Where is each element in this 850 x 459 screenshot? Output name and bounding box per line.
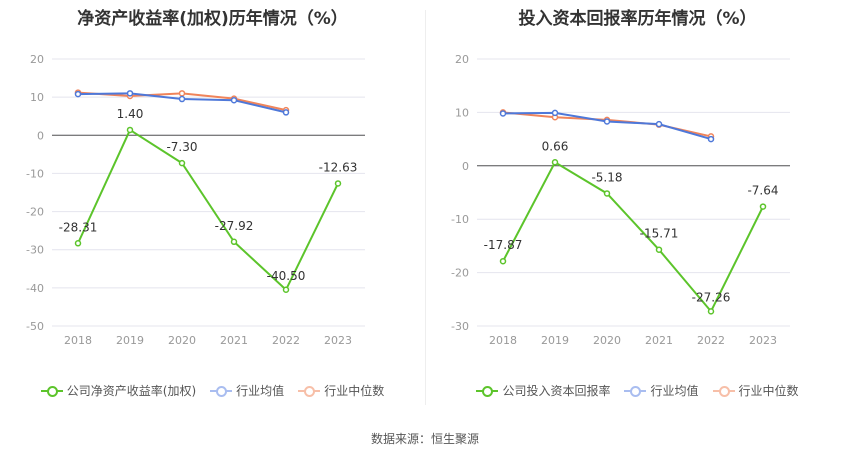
data-label: -7.30	[166, 140, 197, 154]
data-point-median[interactable]	[178, 90, 186, 97]
legend-label: 行业中位数	[324, 384, 385, 398]
chart-title: 净资产收益率(加权)历年情况（%）	[77, 9, 348, 29]
x-tick-label: 2023	[749, 334, 777, 347]
data-point-avg[interactable]	[655, 120, 663, 128]
data-point-company[interactable]	[282, 286, 290, 294]
legend-label: 公司投入资本回报率	[502, 384, 611, 398]
legend-label: 公司净资产收益率(加权)	[66, 384, 197, 398]
y-tick-label: 0	[37, 129, 44, 142]
y-tick-label: -10	[451, 213, 469, 226]
data-point-company[interactable]	[74, 240, 82, 247]
chart-legend: 公司净资产收益率(加权) 行业均值 行业中位数	[0, 382, 425, 399]
chart-panel-roe: 净资产收益率(加权)历年情况（%） 20 10 0 -10 -20 -30 -40 -50 20…	[0, 0, 425, 410]
data-label: -28.31	[59, 220, 98, 234]
legend-line-icon	[712, 384, 735, 398]
data-point-company[interactable]	[178, 159, 186, 167]
series-line-company	[77, 128, 339, 292]
y-tick-label: -50	[26, 320, 44, 333]
data-label: -40.50	[267, 269, 306, 283]
data-label: -7.64	[747, 184, 778, 198]
data-label: -5.18	[591, 170, 622, 184]
legend-item-avg[interactable]: 行业均值	[624, 382, 699, 399]
y-tick-label: 20	[455, 53, 469, 66]
y-tick-label: -10	[26, 167, 44, 180]
x-tick-label: 2021	[220, 334, 248, 347]
data-point-avg[interactable]	[126, 90, 134, 97]
x-tick-label: 2023	[324, 334, 352, 347]
x-tick-label: 2019	[116, 334, 144, 347]
x-tick-label: 2020	[593, 334, 621, 347]
roe-line-chart: 20 10 0 -10 -20 -30 -40 -50 2018 2019 2020 2021 2022…	[26, 53, 365, 347]
y-tick-label: -20	[26, 206, 44, 219]
chart-legend: 公司投入资本回报率 行业均值 行业中位数	[425, 382, 850, 399]
data-label: -27.26	[692, 290, 731, 304]
y-tick-label: 10	[30, 91, 44, 104]
data-point-company[interactable]	[603, 190, 611, 197]
data-label: -15.71	[640, 227, 679, 241]
data-label: -12.63	[319, 160, 358, 174]
legend-line-icon	[210, 384, 233, 398]
data-point-avg[interactable]	[499, 110, 507, 117]
legend-item-median[interactable]: 行业中位数	[298, 382, 384, 399]
y-tick-label: -20	[451, 267, 469, 280]
chart-panel-roic: 投入资本回报率历年情况（%） 20 10 0 -10 -20 -30 2018 2019 202…	[425, 0, 850, 410]
data-point-avg[interactable]	[707, 135, 715, 143]
legend-item-avg[interactable]: 行业均值	[210, 382, 284, 399]
x-tick-label: 2022	[272, 334, 300, 347]
data-point-avg[interactable]	[551, 109, 559, 117]
x-tick-label: 2018	[489, 334, 517, 347]
legend-line-icon	[476, 384, 499, 398]
x-tick-label: 2022	[697, 334, 725, 347]
data-point-company[interactable]	[230, 238, 238, 246]
legend-line-icon	[40, 384, 63, 398]
legend-item-company[interactable]: 公司投入资本回报率	[476, 382, 610, 399]
x-tick-label: 2020	[168, 334, 196, 347]
y-tick-label: -40	[26, 282, 44, 295]
y-tick-label: 0	[462, 160, 469, 173]
data-label: 1.40	[117, 107, 144, 121]
data-point-company[interactable]	[655, 246, 663, 253]
legend-line-icon	[624, 384, 647, 398]
y-tick-label: -30	[451, 320, 469, 333]
data-label: -27.92	[215, 219, 254, 233]
data-point-avg[interactable]	[603, 118, 611, 125]
panel-divider	[425, 10, 426, 405]
x-tick-label: 2021	[645, 334, 673, 347]
data-point-avg[interactable]	[74, 90, 82, 98]
data-point-avg[interactable]	[178, 95, 186, 103]
legend-label: 行业均值	[236, 384, 285, 398]
legend-label: 行业均值	[650, 384, 699, 398]
x-tick-label: 2018	[64, 334, 92, 347]
legend-label: 行业中位数	[738, 384, 799, 398]
x-tick-label: 2019	[541, 334, 569, 347]
data-point-company[interactable]	[707, 308, 715, 315]
chart-title: 投入资本回报率历年情况（%）	[518, 9, 757, 29]
series-line-company	[502, 160, 764, 314]
y-tick-label: -30	[26, 244, 44, 257]
data-source-note: 数据来源：恒生聚源	[370, 432, 479, 446]
y-tick-label: 20	[30, 53, 44, 66]
legend-item-company[interactable]: 公司净资产收益率(加权)	[40, 382, 197, 399]
data-label: -17.87	[484, 238, 523, 252]
legend-line-icon	[298, 384, 321, 398]
data-point-company[interactable]	[551, 159, 559, 166]
data-point-company[interactable]	[334, 180, 342, 187]
data-point-avg[interactable]	[230, 96, 238, 104]
data-label: 0.66	[542, 139, 569, 153]
data-point-avg[interactable]	[282, 109, 290, 116]
data-point-company[interactable]	[499, 257, 507, 265]
data-point-company[interactable]	[759, 203, 767, 210]
roic-line-chart: 20 10 0 -10 -20 -30 2018 2019 2020 2021 2022 2023 -1…	[451, 53, 790, 347]
data-point-company[interactable]	[126, 126, 134, 134]
legend-item-median[interactable]: 行业中位数	[712, 382, 799, 399]
y-tick-label: 10	[455, 106, 469, 119]
